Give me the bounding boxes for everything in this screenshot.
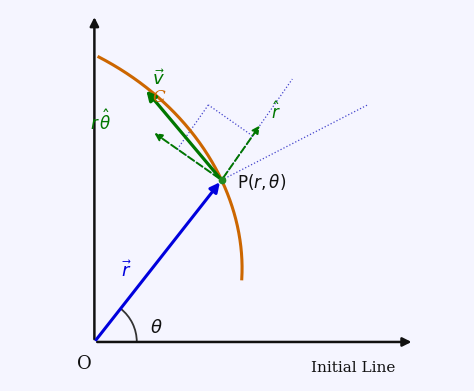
Text: C: C [152, 89, 165, 106]
Text: Initial Line: Initial Line [310, 361, 395, 375]
Text: O: O [77, 355, 92, 373]
Text: $r\,\hat{\theta}$: $r\,\hat{\theta}$ [91, 109, 112, 133]
Text: $\mathrm{P}(r,\theta)$: $\mathrm{P}(r,\theta)$ [237, 172, 286, 192]
Text: $\vec{r}$: $\vec{r}$ [121, 260, 132, 281]
Text: $\vec{v}$: $\vec{v}$ [152, 69, 165, 89]
Text: $\hat{r}$: $\hat{r}$ [271, 102, 281, 124]
Text: $\theta$: $\theta$ [150, 319, 163, 337]
